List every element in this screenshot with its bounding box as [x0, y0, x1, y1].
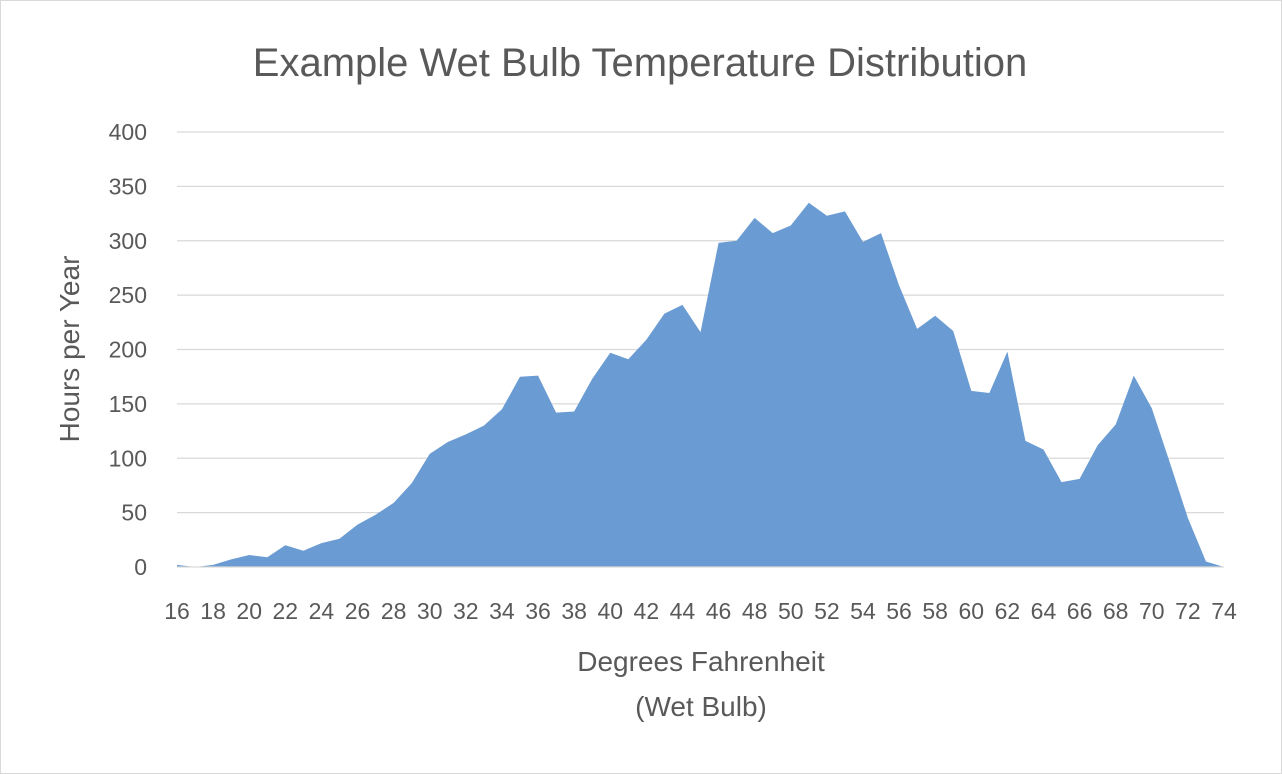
x-tick-label: 46 — [706, 598, 732, 624]
x-tick-label: 70 — [1139, 598, 1165, 624]
y-axis-ticks: 0 50 100 150 200 250 300 350 400 — [109, 119, 147, 580]
y-tick-label: 150 — [109, 391, 147, 417]
y-tick-label: 200 — [109, 337, 147, 363]
x-tick-label: 54 — [850, 598, 876, 624]
x-tick-label: 28 — [381, 598, 407, 624]
x-tick-label: 68 — [1103, 598, 1129, 624]
y-tick-label: 0 — [134, 554, 147, 580]
x-tick-label: 72 — [1175, 598, 1201, 624]
x-tick-label: 40 — [597, 598, 623, 624]
y-tick-label: 50 — [121, 500, 147, 526]
x-tick-label: 52 — [814, 598, 840, 624]
x-tick-label: 38 — [561, 598, 587, 624]
x-tick-label: 44 — [670, 598, 696, 624]
x-tick-label: 48 — [742, 598, 768, 624]
x-tick-label: 24 — [309, 598, 335, 624]
x-tick-label: 20 — [236, 598, 262, 624]
x-axis-ticks: 16 18 20 22 24 26 28 30 32 34 36 38 40 42 44 46 48 50 52 54… — [164, 598, 1237, 624]
y-tick-label: 350 — [109, 173, 147, 199]
x-tick-label: 66 — [1067, 598, 1093, 624]
x-tick-label: 18 — [200, 598, 226, 624]
x-tick-label: 60 — [958, 598, 984, 624]
x-tick-label: 34 — [489, 598, 515, 624]
chart-title: Example Wet Bulb Temperature Distributio… — [253, 41, 1027, 85]
x-tick-label: 32 — [453, 598, 479, 624]
y-axis-title: Hours per Year — [54, 256, 85, 443]
x-tick-label: 42 — [634, 598, 660, 624]
x-tick-label: 74 — [1211, 598, 1237, 624]
x-tick-label: 22 — [273, 598, 299, 624]
x-axis-title-line2: (Wet Bulb) — [635, 691, 767, 722]
x-tick-label: 50 — [778, 598, 804, 624]
x-tick-label: 58 — [922, 598, 948, 624]
x-tick-label: 26 — [345, 598, 371, 624]
x-tick-label: 16 — [164, 598, 190, 624]
y-tick-label: 400 — [109, 119, 147, 145]
x-tick-label: 56 — [886, 598, 912, 624]
area-series-hours — [177, 202, 1224, 567]
plot-area — [177, 202, 1224, 567]
x-tick-label: 64 — [1031, 598, 1057, 624]
y-tick-label: 100 — [109, 445, 147, 471]
y-tick-label: 250 — [109, 282, 147, 308]
x-tick-label: 30 — [417, 598, 443, 624]
x-axis-title: Degrees Fahrenheit — [577, 646, 825, 677]
y-tick-label: 300 — [109, 228, 147, 254]
x-tick-label: 62 — [995, 598, 1021, 624]
x-tick-label: 36 — [525, 598, 551, 624]
